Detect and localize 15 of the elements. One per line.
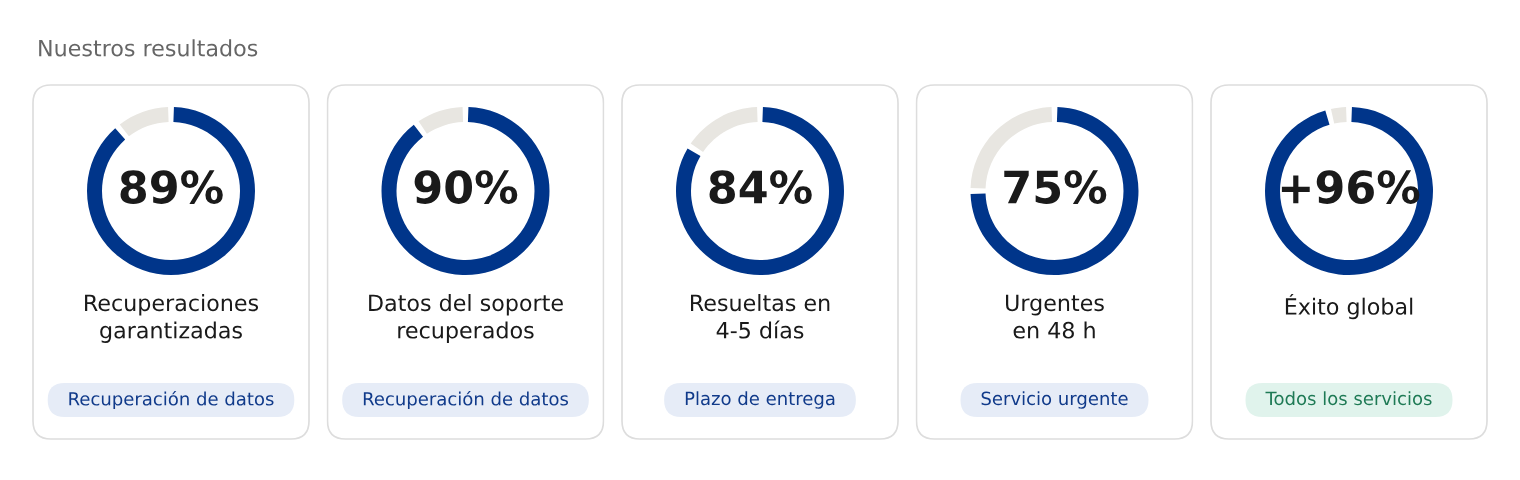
text: Plazo de entrega bbox=[685, 391, 835, 409]
text: Resueltas en 4-5 días bbox=[691, 294, 830, 339]
text: Servicio urgente bbox=[981, 391, 1128, 409]
text: 75% bbox=[1004, 170, 1107, 204]
text: 84% bbox=[709, 170, 812, 204]
text: Todos los servicios bbox=[1265, 391, 1432, 406]
text: Recuperación de datos bbox=[69, 390, 274, 410]
text: 90% bbox=[414, 170, 518, 204]
text: Datos del soporte recuperados bbox=[369, 294, 563, 343]
text: Éxito global bbox=[1285, 294, 1413, 320]
text: 89% bbox=[120, 170, 223, 204]
text: Recuperaciones garantizadas bbox=[85, 294, 259, 343]
chart-title: Nuestros resultados bbox=[39, 39, 258, 57]
text: Recuperación de datos bbox=[363, 390, 569, 410]
text: Urgentes en 48 h bbox=[1006, 294, 1104, 339]
